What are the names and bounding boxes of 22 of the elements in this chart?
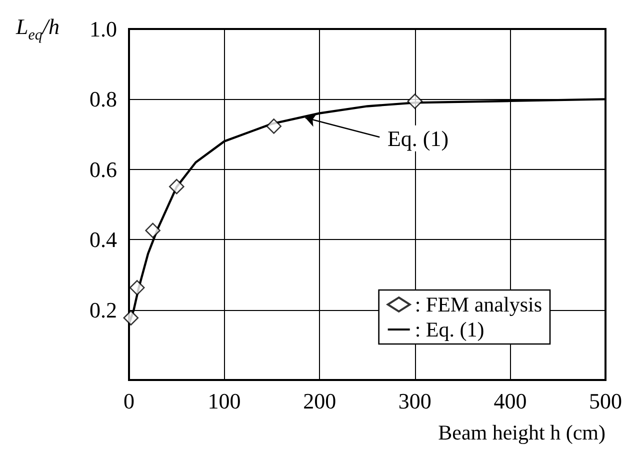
y-axis-title: L$_{eq}$/h [16, 14, 60, 44]
point [407, 94, 423, 109]
legend-label: : FEM analysis [414, 292, 542, 316]
text: 1.0 [90, 16, 117, 42]
x-tick-label: 500 [589, 388, 622, 414]
y-tick-label: 0.8 [90, 86, 117, 112]
point [169, 178, 184, 194]
x-tick-label: 400 [494, 388, 527, 414]
x-axis-title: Beam height h (cm) [438, 420, 606, 444]
legend-label: : Eq. (1) [414, 318, 484, 342]
point [266, 118, 282, 134]
point [123, 310, 139, 326]
point [129, 280, 145, 296]
y-tick-label: 0.6 [90, 156, 117, 182]
y-tick-label: 0.4 [90, 227, 117, 252]
x-tick-label: 300 [398, 388, 432, 414]
y-tick-label: 0.2 [90, 297, 117, 322]
x-tick-label: 100 [208, 388, 241, 414]
x-tick-label: 200 [303, 388, 336, 414]
point [145, 222, 160, 238]
x-tick-label: 0 [124, 388, 134, 414]
annotation: Eq. (1) [387, 126, 449, 151]
